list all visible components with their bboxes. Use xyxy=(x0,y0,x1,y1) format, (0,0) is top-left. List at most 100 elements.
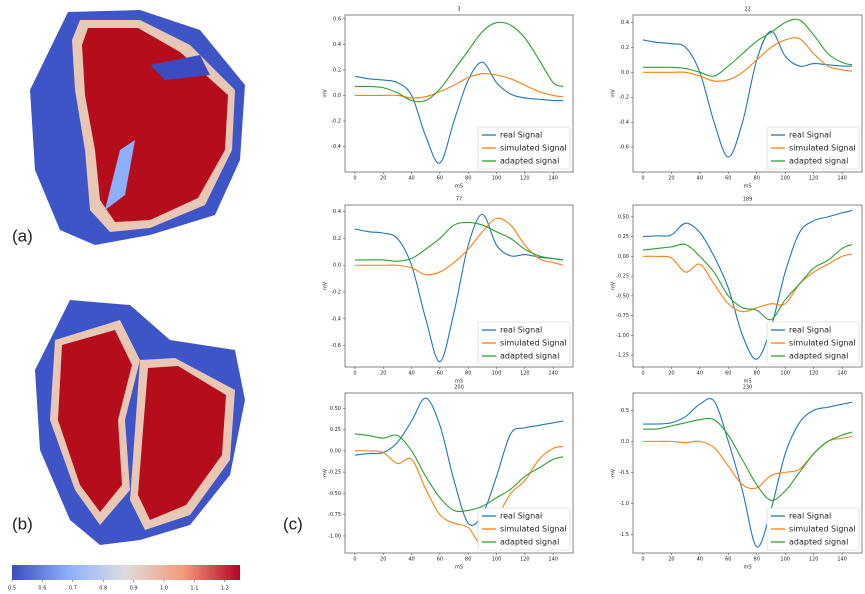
signal-line xyxy=(642,30,853,158)
legend-label: real Signal xyxy=(789,512,831,521)
signal-line xyxy=(642,435,853,490)
x-tick-label: 0 xyxy=(353,176,356,182)
chart-title: 3 xyxy=(457,7,460,13)
y-tick-label: -1.5 xyxy=(619,532,629,538)
chart-title: 230 xyxy=(743,385,753,391)
signal-line xyxy=(642,37,853,82)
x-tick-label: 120 xyxy=(809,176,819,182)
y-tick-label: 0.5 xyxy=(621,408,629,414)
x-axis-label: mS xyxy=(455,565,463,571)
x-tick-label: 40 xyxy=(408,371,414,377)
x-tick-label: 60 xyxy=(437,176,443,182)
heart-a xyxy=(30,10,245,245)
signal-line xyxy=(354,221,564,262)
y-tick-label: 0.0 xyxy=(621,70,629,76)
y-axis-label: mV xyxy=(323,89,329,98)
legend-label: simulated Signal xyxy=(500,144,567,153)
panel-label: (a) xyxy=(12,226,33,245)
legend-box xyxy=(766,126,860,170)
y-axis-label: mV xyxy=(323,281,329,290)
x-tick-label: 120 xyxy=(520,176,530,182)
y-tick-label: 0.50 xyxy=(618,214,629,220)
signal-line xyxy=(642,243,853,321)
legend-label: real Signal xyxy=(500,131,542,140)
x-tick-label: 140 xyxy=(548,176,558,182)
legend-label: real Signal xyxy=(500,512,542,521)
x-tick-label: 140 xyxy=(837,371,847,377)
y-tick-label: -0.4 xyxy=(619,120,629,126)
x-axis-label: mS xyxy=(455,379,463,385)
y-axis-label: mV xyxy=(611,468,617,477)
y-tick-label: -0.2 xyxy=(331,290,341,296)
legend-box xyxy=(766,321,860,365)
x-tick-label: 120 xyxy=(520,371,530,377)
y-tick-label: 0.25 xyxy=(330,427,341,433)
signal-line xyxy=(354,217,564,276)
x-axis-label: mS xyxy=(743,379,751,385)
legend-label: adapted signal xyxy=(500,538,559,547)
chart-title: 22 xyxy=(744,7,750,13)
x-tick-label: 60 xyxy=(725,371,731,377)
x-tick-label: 100 xyxy=(780,176,790,182)
colorbar-tick-label: 0.9 xyxy=(130,586,138,592)
x-tick-label: 100 xyxy=(492,557,502,563)
y-tick-label: 0.0 xyxy=(333,93,341,99)
x-tick-label: 0 xyxy=(353,557,356,563)
x-tick-label: 60 xyxy=(725,557,731,563)
x-tick-label: 40 xyxy=(408,557,414,563)
colorbar-tick-label: 0.6 xyxy=(38,586,46,592)
colorbar-tick-label: 0.7 xyxy=(69,586,77,592)
y-tick-label: -0.2 xyxy=(331,118,341,124)
y-tick-label: -0.2 xyxy=(619,95,629,101)
y-tick-label: 0.2 xyxy=(333,236,341,242)
y-tick-label: -0.75 xyxy=(616,313,629,319)
legend-label: real Signal xyxy=(789,326,831,335)
x-tick-label: 40 xyxy=(697,176,703,182)
legend-label: adapted signal xyxy=(789,352,848,361)
legend-label: simulated Signal xyxy=(789,144,856,153)
signal-line xyxy=(354,73,564,99)
signal-line xyxy=(354,446,564,546)
y-tick-label: -0.50 xyxy=(328,491,341,497)
colorbar-tick-label: 1.1 xyxy=(190,586,198,592)
y-tick-label: -0.4 xyxy=(331,316,341,322)
y-tick-label: 0.0 xyxy=(333,263,341,269)
x-tick-label: 20 xyxy=(380,557,386,563)
signal-line xyxy=(354,213,564,363)
y-tick-label: -1.00 xyxy=(328,533,341,539)
plot-frame xyxy=(632,392,863,554)
x-tick-label: 20 xyxy=(380,176,386,182)
y-axis-label: mV xyxy=(611,89,617,98)
legend-label: adapted signal xyxy=(789,538,848,547)
x-tick-label: 40 xyxy=(697,557,703,563)
y-tick-label: 0.2 xyxy=(333,67,341,73)
x-tick-label: 0 xyxy=(641,371,644,377)
x-tick-label: 120 xyxy=(809,557,819,563)
x-axis-label: mS xyxy=(455,184,463,190)
plot-frame xyxy=(632,204,863,368)
x-tick-label: 60 xyxy=(725,176,731,182)
y-tick-label: -0.75 xyxy=(328,512,341,518)
y-tick-label: 0.50 xyxy=(330,406,341,412)
x-tick-label: 60 xyxy=(437,557,443,563)
y-tick-label: -0.5 xyxy=(619,470,629,476)
x-tick-label: 100 xyxy=(780,557,790,563)
y-tick-label: 0.2 xyxy=(621,45,629,51)
colorbar-tick-label: 1.0 xyxy=(160,586,168,592)
x-tick-label: 20 xyxy=(380,371,386,377)
legend-label: adapted signal xyxy=(789,157,848,166)
y-tick-label: 0.0 xyxy=(621,439,629,445)
x-tick-label: 140 xyxy=(837,176,847,182)
x-tick-label: 60 xyxy=(437,371,443,377)
legend-box xyxy=(766,507,860,551)
colorbar-tick-label: 0.8 xyxy=(99,586,107,592)
x-tick-label: 0 xyxy=(353,371,356,377)
panel-label: (c) xyxy=(283,514,303,533)
y-tick-label: 0.4 xyxy=(333,42,341,48)
x-tick-label: 120 xyxy=(520,557,530,563)
x-tick-label: 80 xyxy=(754,176,760,182)
legend-box xyxy=(477,321,571,365)
legend-label: simulated Signal xyxy=(500,339,567,348)
y-tick-label: 0.6 xyxy=(333,16,341,22)
